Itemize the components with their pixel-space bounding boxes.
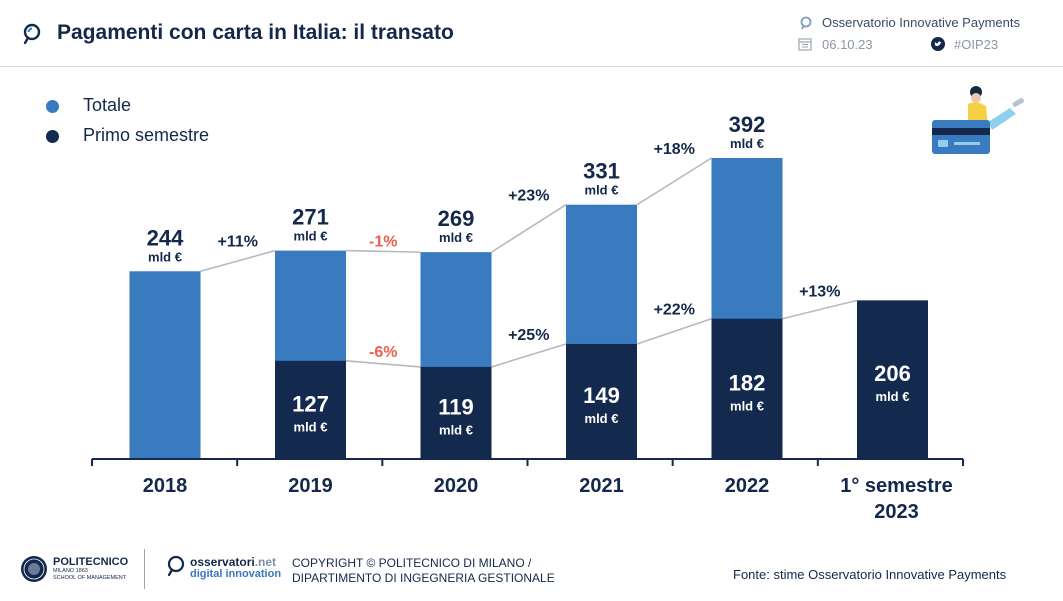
totale-connector-2018-2019 (200, 249, 276, 273)
x-tick-label-1-semestre-2023-line1: 1° semestre (840, 475, 953, 497)
politecnico-name: POLITECNICO (53, 556, 129, 568)
totale-growth-label-2019: +11% (218, 234, 258, 251)
osservatori-small-icon (800, 16, 812, 30)
totale-growth-label-2020: -1% (369, 234, 397, 251)
osservatori-suffix: .net (254, 555, 277, 569)
value-label-primo-semestre-1-semestre-2023: 206 (874, 361, 911, 386)
bar-primo-semestre-2020 (420, 366, 492, 458)
value-label-totale-2018: 244 (147, 225, 184, 250)
totale-growth-label-2022: +18% (654, 141, 695, 158)
primo-semestre-connector-2019-2020 (345, 360, 421, 368)
primo-semestre-growth-label-2020: -6% (369, 344, 397, 361)
x-tick-label-2022: 2022 (725, 475, 770, 497)
politecnico-logo-text: POLITECNICO MILANO 1863 SCHOOL OF MANAGE… (53, 557, 128, 582)
totale-connector-2021-2022 (636, 157, 712, 206)
footer-divider (144, 549, 145, 589)
value-label-primo-semestre-2021: 149 (583, 383, 620, 408)
unit-label-totale-2018: mld € (148, 249, 182, 264)
value-label-primo-semestre-2022: 182 (729, 370, 766, 395)
primo-semestre-growth-label-2021: +25% (508, 327, 549, 344)
value-label-totale-2019: 271 (292, 205, 329, 230)
bar-primo-semestre-2022 (711, 318, 783, 458)
totale-connector-2019-2020 (345, 249, 421, 253)
bar-primo-semestre-2021 (566, 343, 637, 458)
unit-label-primo-semestre-2021: mld € (585, 411, 619, 426)
bar-primo-semestre-1-semestre-2023 (857, 300, 928, 458)
unit-label-primo-semestre-2019: mld € (294, 419, 328, 434)
x-tick-label-2018: 2018 (143, 475, 188, 497)
value-label-primo-semestre-2019: 127 (292, 391, 329, 416)
unit-label-totale-2022: mld € (730, 136, 764, 151)
legend-label-primo-semestre: Primo semestre (83, 125, 210, 145)
legend-swatch-primo-semestre (46, 130, 59, 143)
politecnico-school: SCHOOL OF MANAGEMENT (53, 575, 127, 581)
politecnico-city: MILANO 1863 (53, 568, 88, 574)
twitter-icon (931, 37, 945, 51)
value-label-primo-semestre-2020: 119 (438, 394, 474, 419)
x-tick-label-2020: 2020 (434, 475, 479, 497)
value-label-totale-2020: 269 (438, 206, 475, 231)
primo-semestre-connector-2022-1-semestre-2023 (782, 299, 858, 320)
slide-header: Pagamenti con carta in Italia: il transa… (0, 0, 1063, 67)
unit-label-primo-semestre-2022: mld € (730, 398, 764, 413)
unit-label-totale-2021: mld € (585, 183, 619, 198)
legend-swatch-totale (46, 100, 59, 113)
hashtag-label: #OIP23 (954, 37, 999, 52)
x-tick-label-1-semestre-2023-line2: 2023 (874, 501, 919, 523)
totale-connector-2020-2021 (491, 204, 567, 253)
date-label: 06.10.23 (822, 37, 873, 52)
primo-semestre-growth-label-1-semestre-2023: +13% (799, 283, 840, 300)
osservatori-name: osservatori (190, 555, 255, 569)
unit-label-primo-semestre-2020: mld € (439, 422, 473, 437)
copyright-text: COPYRIGHT © POLITECNICO DI MILANO / DIPA… (292, 556, 555, 585)
totale-growth-label-2021: +23% (508, 188, 549, 205)
source-text: Fonte: stime Osservatorio Innovative Pay… (733, 567, 1007, 582)
organization-name: Osservatorio Innovative Payments (822, 15, 1020, 30)
politecnico-seal-icon (21, 556, 47, 582)
osservatori-subtitle: digital innovation (190, 568, 282, 580)
unit-label-totale-2020: mld € (439, 230, 473, 245)
osservatori-logo-icon (23, 23, 41, 45)
primo-semestre-connector-2020-2021 (491, 343, 567, 368)
credit-card-illustration (932, 86, 1024, 154)
value-label-totale-2021: 331 (583, 159, 620, 184)
osservatori-logo-text: osservatori.net digital innovation (190, 556, 281, 580)
x-tick-label-2021: 2021 (579, 475, 624, 497)
x-tick-label-2019: 2019 (288, 475, 333, 497)
bar-totale-2018 (129, 271, 201, 458)
legend-label-totale: Totale (83, 95, 132, 115)
primo-semestre-connector-2021-2022 (636, 317, 712, 345)
unit-label-primo-semestre-1-semestre-2023: mld € (876, 389, 910, 404)
calendar-icon (798, 38, 812, 51)
bar-primo-semestre-2019 (275, 360, 346, 458)
value-label-totale-2022: 392 (729, 112, 766, 137)
unit-label-totale-2019: mld € (294, 229, 328, 244)
page-title: Pagamenti con carta in Italia: il transa… (57, 21, 454, 44)
osservatori-footer-icon (167, 555, 185, 577)
primo-semestre-growth-label-2022: +22% (654, 302, 695, 319)
